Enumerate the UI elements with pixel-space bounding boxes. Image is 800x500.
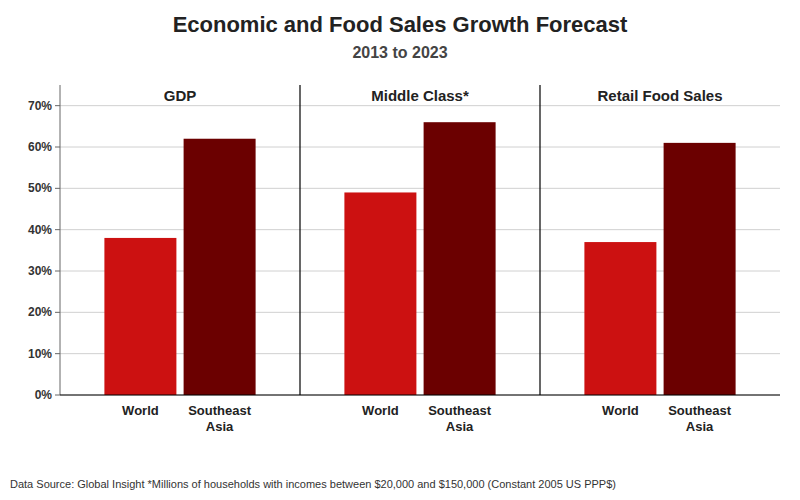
bar	[424, 122, 496, 395]
y-axis-line	[60, 85, 61, 395]
label-line: Southeast	[668, 403, 732, 418]
label-line: Asia	[206, 419, 234, 434]
page: {"chart_data": { "type": "bar", "title":…	[0, 0, 800, 500]
y-axis: 0% 10% 20% 30% 40% 50% 60% 70%	[28, 85, 60, 402]
group-divider	[539, 85, 540, 395]
group-label: GDP	[164, 87, 197, 104]
y-tick	[55, 271, 60, 272]
y-tick-label: 30%	[28, 264, 52, 278]
label-line: Southeast	[428, 403, 492, 418]
y-tick-label: 0%	[35, 388, 53, 402]
bar	[664, 143, 736, 395]
y-tick	[55, 312, 60, 313]
bar-category-label: SoutheastAsia	[428, 403, 492, 434]
y-tick-label: 40%	[28, 223, 52, 237]
footnote: Data Source: Global Insight *Millions of…	[10, 478, 616, 490]
chart: Economic and Food Sales Growth Forecast 2…	[0, 0, 800, 500]
bar-category-label: World	[122, 403, 159, 418]
y-tick-label: 60%	[28, 140, 52, 154]
bar-category-label: SoutheastAsia	[188, 403, 252, 434]
group-label: Retail Food Sales	[597, 87, 722, 104]
x-axis-line	[60, 395, 780, 396]
y-tick-label: 20%	[28, 305, 52, 319]
label-line: World	[122, 403, 159, 418]
y-tick	[55, 229, 60, 230]
bar	[184, 139, 256, 395]
bar-category-label: SoutheastAsia	[668, 403, 732, 434]
chart-container: Economic and Food Sales Growth Forecast 2…	[0, 0, 800, 500]
y-tick-label: 70%	[28, 99, 52, 113]
label-line: World	[362, 403, 399, 418]
group-label: Middle Class*	[371, 87, 469, 104]
y-tick-label: 10%	[28, 347, 52, 361]
subtitle: 2013 to 2023	[352, 44, 447, 61]
label-line: Asia	[686, 419, 714, 434]
y-tick	[55, 147, 60, 148]
y-tick	[55, 395, 60, 396]
bar	[584, 242, 656, 395]
label-line: World	[602, 403, 639, 418]
bar	[104, 238, 176, 395]
y-tick	[55, 353, 60, 354]
bar-category-label: World	[602, 403, 639, 418]
bar-category-label: World	[362, 403, 399, 418]
title: Economic and Food Sales Growth Forecast	[173, 12, 628, 37]
grid-line	[60, 105, 780, 106]
bars	[104, 122, 735, 395]
grid	[60, 106, 780, 395]
group-divider	[299, 85, 300, 395]
grid-line	[60, 395, 780, 396]
bar	[344, 192, 416, 395]
label-line: Southeast	[188, 403, 252, 418]
y-tick-label: 50%	[28, 181, 52, 195]
y-tick	[55, 105, 60, 106]
y-tick	[55, 188, 60, 189]
label-line: Asia	[446, 419, 474, 434]
